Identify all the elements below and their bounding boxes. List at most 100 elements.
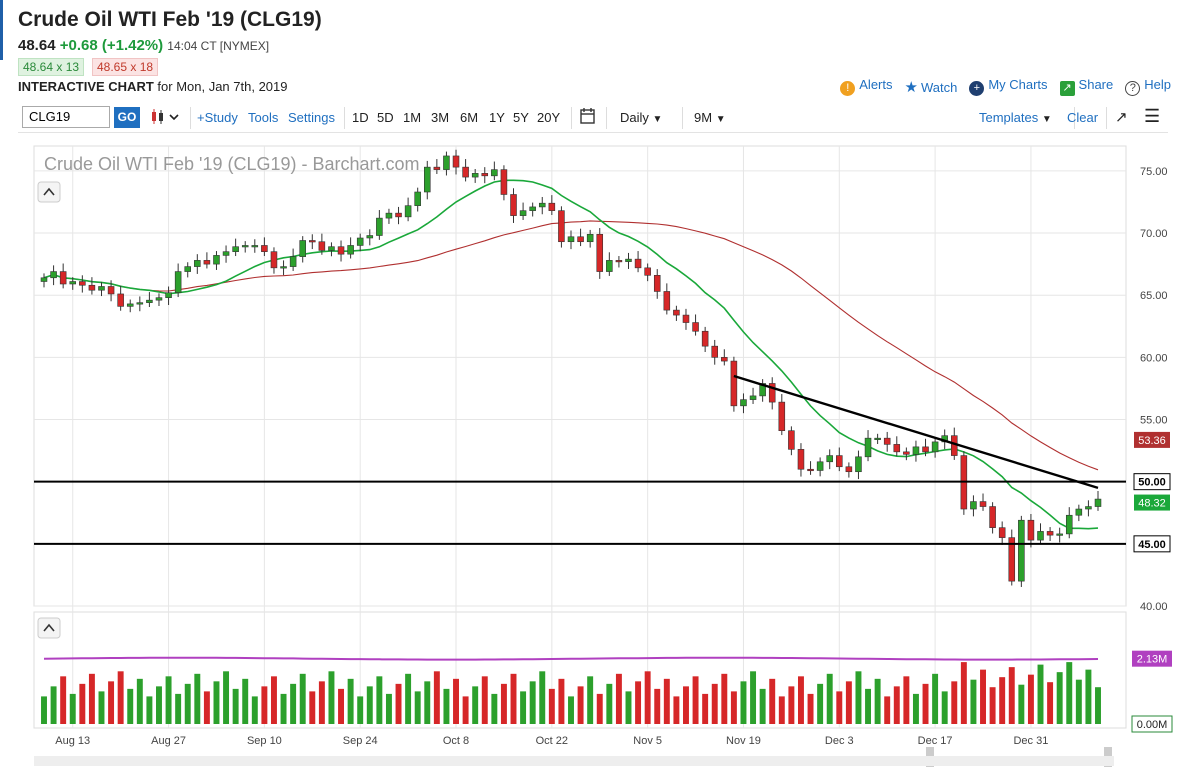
chart-scrollbar[interactable] bbox=[34, 756, 1114, 766]
candle bbox=[395, 212, 402, 218]
x-tick-label: Oct 8 bbox=[443, 735, 469, 747]
top-links: ! Alerts ★ Watch + My Charts ↗ Share ? Help bbox=[840, 77, 1171, 96]
candle bbox=[653, 274, 661, 292]
volume-bar bbox=[1027, 674, 1034, 724]
candle bbox=[558, 210, 565, 243]
period-20y[interactable]: 20Y bbox=[537, 110, 561, 125]
volume-zero-box bbox=[1131, 715, 1173, 733]
volume-bar bbox=[845, 681, 852, 724]
candle bbox=[567, 236, 575, 243]
templates-button[interactable]: Templates ▼ bbox=[979, 110, 1052, 125]
volume-bar bbox=[702, 693, 709, 724]
settings-button[interactable]: Settings bbox=[288, 110, 335, 125]
collapse-button[interactable] bbox=[37, 181, 61, 203]
volume-bar bbox=[347, 678, 354, 724]
period-6m[interactable]: 6M bbox=[460, 110, 479, 125]
alerts-link[interactable]: ! Alerts bbox=[840, 77, 893, 96]
candle bbox=[864, 437, 872, 458]
volume-bar bbox=[520, 691, 527, 724]
my-charts-link[interactable]: + My Charts bbox=[969, 77, 1048, 96]
volume-bar bbox=[1075, 679, 1082, 724]
candle bbox=[424, 166, 431, 193]
plus-icon: + bbox=[969, 81, 985, 96]
volume-bar bbox=[1047, 682, 1054, 724]
ma-long-label-box bbox=[1134, 431, 1170, 448]
chevron-up-icon bbox=[43, 623, 55, 632]
period-5d[interactable]: 5D bbox=[377, 110, 394, 125]
share-icon: ↗ bbox=[1059, 81, 1075, 96]
volume-bar bbox=[1066, 662, 1073, 724]
volume-bar bbox=[1056, 672, 1063, 724]
trendline bbox=[733, 374, 1099, 490]
volume-bar bbox=[213, 681, 220, 724]
candle bbox=[385, 212, 393, 219]
clear-button[interactable]: Clear bbox=[1067, 110, 1099, 125]
period-1y[interactable]: 1Y bbox=[489, 110, 505, 125]
volume-bar bbox=[683, 686, 689, 724]
period-3m[interactable]: 3M bbox=[431, 110, 450, 125]
volume-bar bbox=[242, 678, 249, 724]
candle bbox=[203, 260, 211, 265]
volume-bar bbox=[433, 671, 440, 724]
volume-bar bbox=[817, 683, 824, 724]
chevron-down-icon: ▼ bbox=[652, 114, 663, 125]
candle bbox=[615, 260, 623, 263]
period-1m[interactable]: 1M bbox=[403, 110, 422, 125]
volume-bar bbox=[750, 671, 757, 724]
volume-bar bbox=[366, 686, 373, 724]
candle bbox=[1094, 498, 1102, 507]
price-change: +0.68 (+1.42%) bbox=[59, 37, 164, 54]
candle bbox=[136, 302, 144, 305]
collapse-button[interactable] bbox=[37, 617, 61, 639]
star-icon: ★ bbox=[904, 78, 918, 96]
interval-select[interactable]: Daily ▼ bbox=[620, 110, 663, 125]
volume-axis-label: 2.13M bbox=[1137, 654, 1168, 666]
volume-bar bbox=[127, 688, 134, 724]
candle bbox=[1018, 519, 1025, 582]
candle bbox=[663, 291, 671, 311]
period-1d[interactable]: 1D bbox=[352, 110, 369, 125]
candle bbox=[261, 245, 268, 252]
volume-bar bbox=[318, 681, 325, 724]
candle-type-icon[interactable] bbox=[150, 108, 184, 129]
volume-bar bbox=[79, 683, 86, 724]
x-tick-label: Dec 17 bbox=[918, 735, 953, 747]
volume-bar bbox=[510, 673, 517, 724]
go-button[interactable]: GO bbox=[114, 107, 140, 128]
volume-bar bbox=[721, 673, 728, 724]
volume-bar bbox=[654, 688, 661, 724]
help-link[interactable]: ? Help bbox=[1125, 77, 1171, 96]
candle bbox=[107, 286, 115, 295]
study-button[interactable]: +Study bbox=[197, 110, 238, 125]
volume-bar bbox=[280, 693, 287, 724]
chart-title: Crude Oil WTI Feb '19 (CLG19) - Barchart… bbox=[44, 154, 420, 174]
quote-line: 48.64 +0.68 (+1.42%) 14:04 CT [NYMEX] bbox=[18, 37, 269, 54]
volume-bar bbox=[290, 683, 297, 724]
range-select[interactable]: 9M ▼ bbox=[694, 110, 726, 125]
expand-icon[interactable]: ↗ bbox=[1115, 109, 1128, 126]
candle bbox=[625, 258, 632, 262]
volume-bar bbox=[69, 693, 76, 724]
volume-bar bbox=[826, 673, 833, 724]
tools-button[interactable]: Tools bbox=[248, 110, 279, 125]
chevron-up-icon bbox=[37, 617, 61, 639]
period-5y[interactable]: 5Y bbox=[513, 110, 529, 125]
calendar-icon[interactable] bbox=[580, 107, 596, 128]
menu-icon[interactable]: ☰ bbox=[1144, 106, 1161, 126]
candle bbox=[50, 271, 57, 279]
volume-bar bbox=[577, 686, 584, 724]
quote-time: 14:04 CT [NYMEX] bbox=[167, 39, 270, 53]
candle bbox=[912, 446, 920, 455]
volume-bar bbox=[855, 671, 862, 724]
volume-bar bbox=[223, 671, 230, 724]
candle bbox=[586, 233, 594, 243]
share-link[interactable]: ↗ Share bbox=[1059, 77, 1113, 96]
volume-axis-label: 0.00M bbox=[1137, 719, 1168, 731]
level-label-box bbox=[1133, 473, 1171, 491]
volume-bar bbox=[203, 691, 210, 724]
symbol-input[interactable] bbox=[22, 106, 110, 128]
watch-link[interactable]: ★ Watch bbox=[904, 78, 958, 96]
candle bbox=[309, 240, 316, 243]
volume-bar bbox=[596, 693, 603, 724]
